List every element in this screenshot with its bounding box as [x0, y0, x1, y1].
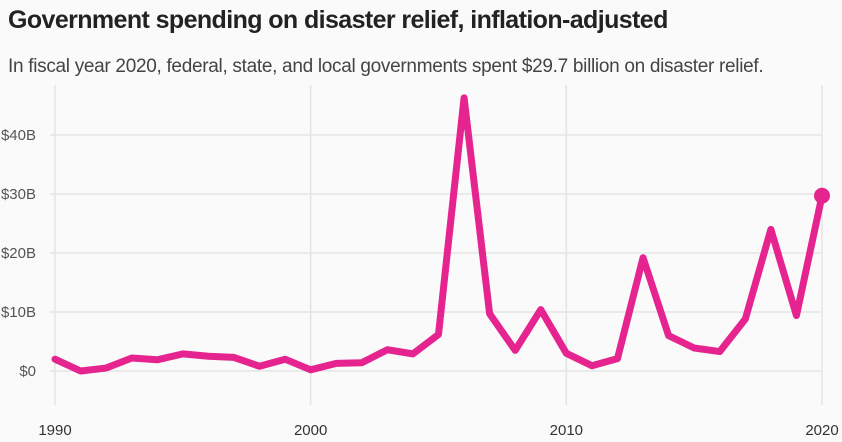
x-tick-label: 2010 [550, 422, 583, 439]
highlight-marker [814, 187, 830, 204]
y-tick-label: $40B [1, 127, 36, 144]
x-tick-label: 2020 [805, 422, 838, 439]
y-tick-label: $0 [19, 363, 36, 380]
x-tick-label: 1990 [38, 422, 71, 439]
y-tick-label: $30B [1, 186, 36, 203]
y-tick-label: $10B [1, 304, 36, 321]
x-tick-label: 2000 [294, 422, 327, 439]
chart-subtitle: In fiscal year 2020, federal, state, and… [8, 56, 764, 77]
chart-title: Government spending on disaster relief, … [8, 6, 668, 34]
y-tick-label: $20B [1, 245, 36, 262]
series-line [51, 94, 826, 375]
